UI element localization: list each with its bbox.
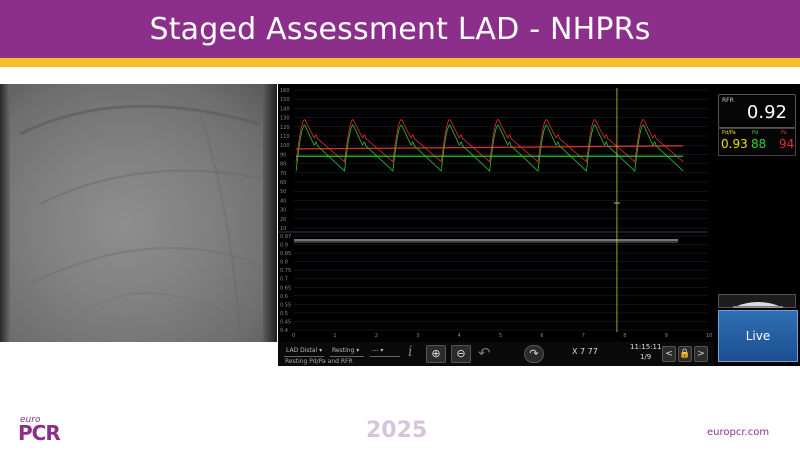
title-bar: Staged Assessment LAD - NHPRs [0, 0, 800, 58]
collapse-handle-icon [733, 302, 783, 308]
ratio-tick-label: 0.75 [280, 268, 291, 274]
time-tick-label: 9 [665, 333, 668, 339]
pressure-tick-label: 100 [280, 143, 290, 149]
pressure-tick-label: 120 [280, 125, 290, 131]
ratio-tick-label: 0.9 [280, 243, 288, 249]
ratio-tick-label: 0.97 [280, 234, 291, 240]
chevron-left-icon[interactable]: < [662, 346, 676, 362]
vessel-select[interactable]: LAD Distal ▾ [284, 346, 324, 357]
chevron-right-icon[interactable]: > [694, 346, 708, 362]
time-tick-label: 5 [499, 333, 502, 339]
pressure-chart: 1601501401301201101009080706050403020100… [278, 88, 712, 339]
pressure-tick-label: 140 [280, 106, 290, 112]
ratio-tick-label: 0.5 [280, 311, 288, 317]
ratio-tick-label: 0.6 [280, 294, 288, 300]
series-pa-waveform [295, 118, 684, 163]
ratio-tick-label: 0.7 [280, 277, 288, 283]
mode-select-value: Resting [332, 347, 355, 354]
pdpa-label: Pd/Pa [722, 130, 736, 136]
footer-note: Resting Pd/Pa and RFR [285, 358, 353, 365]
readout-panel: RFR 0.92 Pd/Pa 0.93 Pd 88 Pa 94 Live [714, 84, 800, 366]
logo-small-text: euro [20, 415, 41, 425]
monitor-toolbar: LAD Distal ▾ Resting ▾ --- ▾ Resting Pd/… [278, 342, 714, 366]
time-tick-label: 6 [540, 333, 543, 339]
pd-value: 88 [751, 137, 767, 151]
pressure-readouts: Pd/Pa 0.93 Pd 88 Pa 94 [718, 128, 796, 156]
rfr-value: 0.92 [746, 102, 787, 123]
info-icon[interactable]: i [408, 344, 413, 360]
ratio-tick-label: 0.45 [280, 319, 291, 325]
time-tick-label: 0 [292, 333, 295, 339]
time-tick-label: 7 [582, 333, 585, 339]
pressure-tick-label: 80 [280, 162, 286, 168]
ratio-tick-label: 0.4 [280, 328, 288, 334]
time-tick-label: 3 [416, 333, 419, 339]
rfr-readout: RFR 0.92 [718, 94, 796, 128]
time-tick-label: 8 [623, 333, 626, 339]
pressure-tick-label: 150 [280, 97, 290, 103]
redo-icon[interactable]: ↷ [524, 345, 544, 363]
undo-icon[interactable]: ↶ [478, 344, 491, 362]
collapse-handle[interactable] [718, 294, 796, 308]
pa-label: Pa [781, 130, 787, 136]
mode-select[interactable]: Resting ▾ [330, 346, 364, 357]
angiogram-image [0, 84, 277, 342]
time-tick-label: 4 [458, 333, 461, 339]
logo-big-text: PCR [18, 421, 61, 445]
footer-website: europcr.com [707, 427, 770, 438]
pressure-tick-label: 20 [280, 217, 286, 223]
page-readout: 1/9 [640, 353, 652, 361]
angiogram-frame-left [0, 84, 10, 342]
pressure-tick-label: 50 [280, 189, 286, 195]
ratio-tick-label: 0.65 [280, 285, 291, 291]
angiogram-vessels [19, 104, 266, 335]
pressure-tick-label: 90 [280, 152, 286, 158]
third-select[interactable]: --- ▾ [370, 346, 400, 357]
pressure-tick-label: 130 [280, 116, 290, 122]
time-readout: 11:15:11 [630, 343, 662, 351]
ratio-tick-label: 0.85 [280, 251, 291, 257]
zoom-out-icon[interactable]: ⊖ [451, 345, 471, 363]
pressure-tick-label: 30 [280, 208, 286, 214]
zoom-readout: X 7 77 [572, 347, 598, 356]
pdpa-value: 0.93 [721, 137, 748, 151]
vessel-select-value: LAD Distal [286, 347, 318, 354]
time-tick-label: 10 [706, 333, 712, 339]
pressure-tick-label: 40 [280, 198, 286, 204]
rfr-label: RFR [722, 97, 734, 104]
series-pa-mean [296, 145, 684, 150]
ratio-tick-label: 0.8 [280, 260, 288, 266]
pd-label: Pd [752, 130, 759, 136]
angiogram-frame-right [263, 84, 277, 342]
pressure-tick-label: 160 [280, 88, 290, 94]
pa-value: 94 [779, 137, 795, 151]
time-tick-label: 1 [333, 333, 336, 339]
ratio-tick-label: 0.55 [280, 302, 291, 308]
pressure-tick-label: 70 [280, 171, 286, 177]
time-tick-label: 2 [375, 333, 378, 339]
pressure-tick-label: 110 [280, 134, 290, 140]
live-button[interactable]: Live [718, 310, 798, 362]
physiology-monitor: 160 150 140 130 120 110 100 90 80 70 60 50 40 30 20 10 0… [278, 84, 800, 366]
slide-title: Staged Assessment LAD - NHPRs [149, 11, 651, 47]
lock-icon[interactable]: 🔒 [678, 346, 692, 362]
footer-year: 2025 [366, 418, 428, 443]
live-button-label: Live [745, 329, 771, 343]
pressure-tick-label: 60 [280, 180, 286, 186]
accent-line [0, 58, 800, 67]
third-select-value: --- [372, 347, 379, 354]
pressure-tick-label: 10 [280, 226, 286, 232]
zoom-in-icon[interactable]: ⊕ [426, 345, 446, 363]
